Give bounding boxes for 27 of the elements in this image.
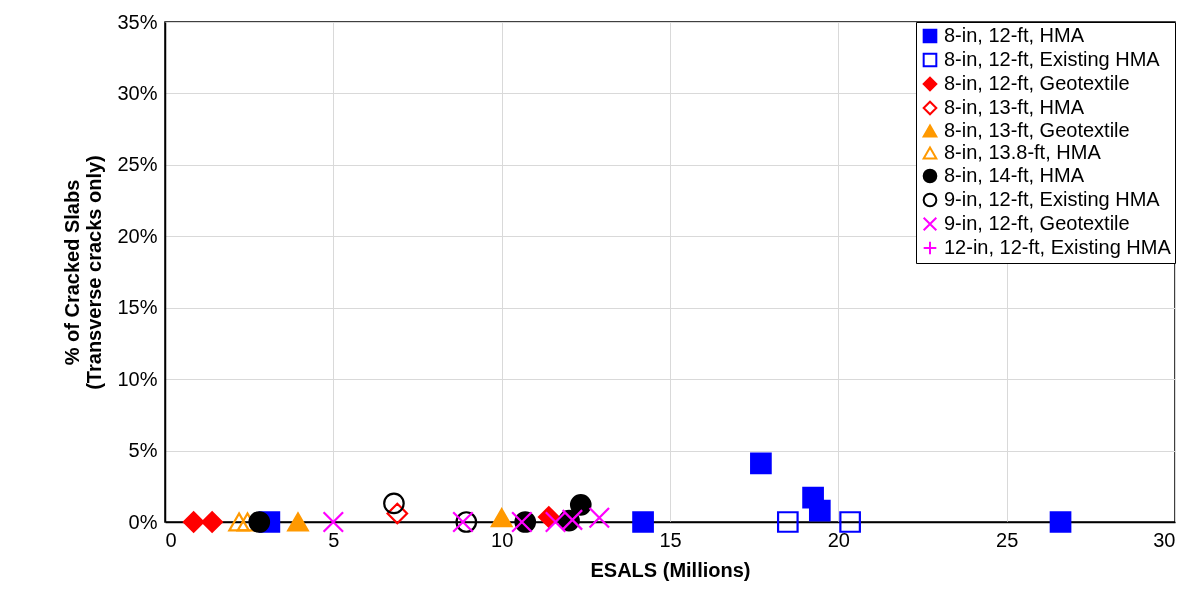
- x-tick-label: 0: [165, 528, 177, 551]
- legend-label: 9-in, 12-ft, Existing HMA: [944, 188, 1161, 210]
- x-tick-label: 5: [328, 528, 340, 551]
- x-tick-label: 15: [659, 528, 682, 551]
- y-tick-label: 20%: [117, 224, 158, 247]
- y-tick-label: 35%: [117, 10, 158, 33]
- legend-label: 8-in, 12-ft, HMA: [944, 24, 1085, 46]
- y-axis-title: % of Cracked Slabs (Transverse cracks only): [61, 155, 106, 390]
- y-tick-label: 5%: [128, 439, 158, 462]
- legend-label: 8-in, 13.8-ft, HMA: [944, 141, 1102, 163]
- legend-label: 12-in, 12-ft, Existing HMA: [944, 236, 1172, 258]
- x-tick-label: 10: [491, 528, 514, 551]
- x-tick-label: 25: [996, 528, 1019, 551]
- x-tick-label: 30: [1153, 528, 1176, 551]
- legend-label: 8-in, 12-ft, Existing HMA: [944, 48, 1161, 70]
- legend-label: 8-in, 13-ft, HMA: [944, 96, 1085, 118]
- x-axis-title: ESALS (Millions): [590, 558, 751, 581]
- x-tick-label: 20: [827, 528, 850, 551]
- y-tick-label: 15%: [117, 296, 158, 319]
- y-tick-label: 30%: [117, 81, 158, 104]
- legend-label: 9-in, 12-ft, Geotextile: [944, 212, 1130, 234]
- legend-label: 8-in, 13-ft, Geotextile: [944, 119, 1130, 141]
- y-tick-label: 0%: [128, 510, 158, 533]
- legend-label: 8-in, 12-ft, Geotextile: [944, 72, 1130, 94]
- legend-label: 8-in, 14-ft, HMA: [944, 164, 1085, 186]
- y-tick-label: 25%: [117, 153, 158, 176]
- y-tick-label: 10%: [117, 367, 158, 390]
